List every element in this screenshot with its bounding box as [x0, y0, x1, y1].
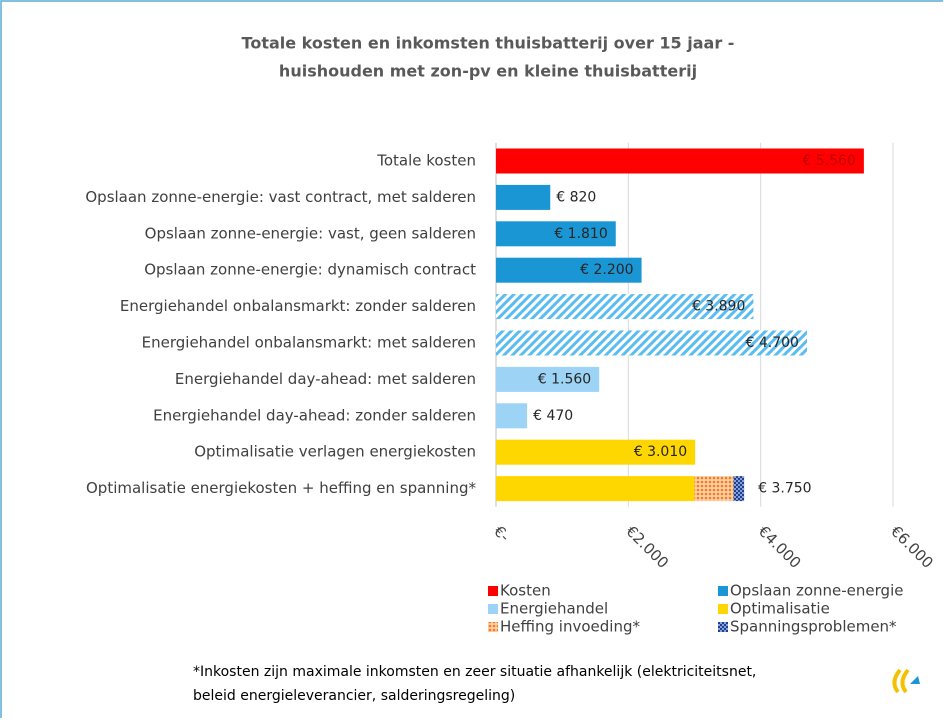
y-tick-label: Optimalisatie verlagen energiekosten — [194, 443, 476, 461]
bar — [496, 257, 642, 283]
bar — [496, 476, 695, 502]
legend-swatch — [488, 604, 498, 614]
bar — [496, 184, 551, 210]
legend-label: Heffing invoeding* — [500, 618, 640, 636]
legend-swatch — [718, 586, 728, 596]
data-label: € 2.200 — [580, 262, 633, 278]
bar — [496, 403, 528, 429]
data-label: € 1.810 — [554, 226, 607, 242]
data-label: € 1.560 — [538, 371, 591, 387]
bar — [496, 148, 864, 174]
legend-label: Opslaan zonne-energie — [730, 582, 903, 600]
data-label: € 5.560 — [802, 153, 855, 169]
bar — [496, 366, 600, 392]
y-tick-label: Totale kosten — [376, 152, 476, 170]
bar — [496, 294, 754, 320]
x-tick-label: €4.000 — [755, 522, 805, 572]
bar — [496, 439, 696, 465]
data-label: € 820 — [556, 189, 596, 205]
legend-swatch — [488, 622, 498, 632]
data-label: € 3.010 — [634, 444, 687, 460]
x-tick-label: €- — [490, 522, 513, 545]
total-label: € 3.750 — [758, 481, 811, 497]
bar — [694, 476, 734, 502]
chart-title: huishouden met zon-pv en kleine thuisbat… — [279, 62, 697, 81]
y-tick-label: Optimalisatie energiekosten + heffing en… — [86, 479, 476, 497]
footnote: *Inkosten zijn maximale inkomsten en zee… — [193, 664, 756, 680]
bar — [496, 330, 807, 356]
y-tick-label: Energiehandel day-ahead: zonder salderen — [153, 406, 476, 424]
chart-title: Totale kosten en inkomsten thuisbatterij… — [242, 34, 735, 53]
footnote: beleid energieleverancier, salderingsreg… — [193, 688, 515, 704]
logo — [892, 668, 920, 694]
data-label: € 3.890 — [692, 299, 745, 315]
y-tick-label: Opslaan zonne-energie: vast, geen salder… — [145, 224, 476, 242]
legend-swatch — [488, 586, 498, 596]
legend-label: Energiehandel — [500, 600, 608, 618]
y-tick-label: Energiehandel onbalansmarkt: zonder sald… — [120, 297, 476, 315]
x-tick-label: €6.000 — [887, 522, 937, 572]
legend-swatch — [718, 604, 728, 614]
legend-label: Optimalisatie — [730, 600, 830, 618]
y-tick-label: Opslaan zonne-energie: vast contract, me… — [85, 188, 476, 206]
y-tick-label: Energiehandel onbalansmarkt: met saldere… — [142, 334, 476, 352]
x-tick-label: €2.000 — [622, 522, 672, 572]
legend-swatch — [718, 622, 728, 632]
bar — [733, 476, 745, 502]
legend-label: Spanningsproblemen* — [730, 618, 897, 636]
legend-label: Kosten — [500, 582, 551, 600]
data-label: € 470 — [533, 408, 573, 424]
bar — [496, 221, 616, 247]
y-tick-label: Opslaan zonne-energie: dynamisch contrac… — [144, 261, 476, 279]
data-label: € 4.700 — [746, 335, 799, 351]
y-tick-label: Energiehandel day-ahead: met salderen — [175, 370, 476, 388]
